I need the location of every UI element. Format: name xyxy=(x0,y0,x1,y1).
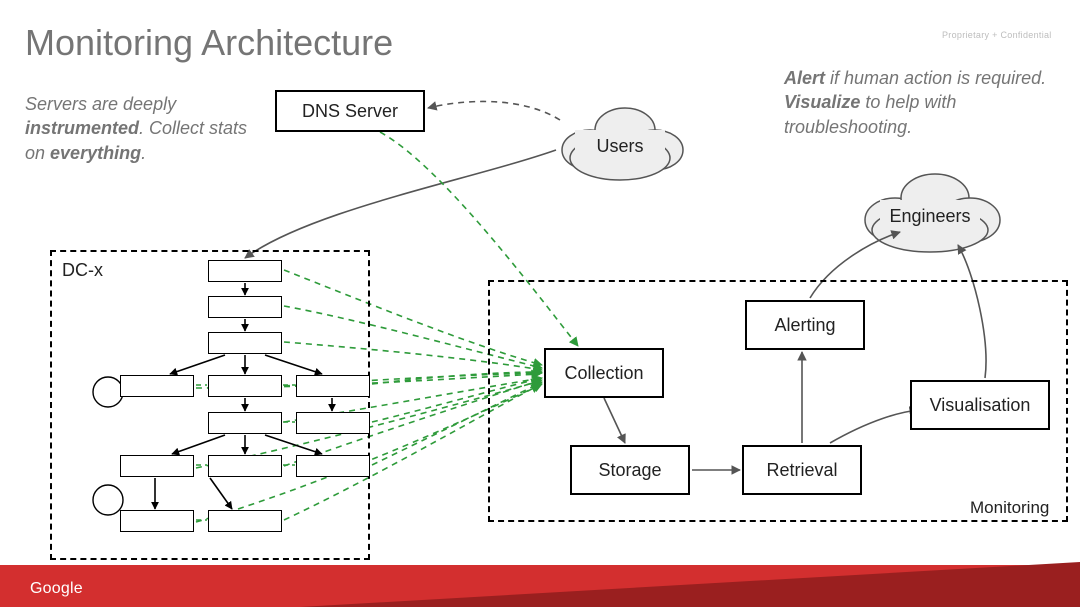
box-dns-server: DNS Server xyxy=(275,90,425,132)
box-alerting: Alerting xyxy=(745,300,865,350)
dc-node xyxy=(120,510,194,532)
dc-node xyxy=(208,296,282,318)
dc-node xyxy=(208,332,282,354)
svg-text:Engineers: Engineers xyxy=(889,206,970,226)
dc-node xyxy=(296,375,370,397)
region-monitoring-label: Monitoring xyxy=(970,498,1049,518)
footer-triangle xyxy=(300,562,1080,607)
dc-node xyxy=(120,375,194,397)
svg-text:Users: Users xyxy=(596,136,643,156)
dc-node xyxy=(296,455,370,477)
dc-node xyxy=(208,455,282,477)
box-retrieval: Retrieval xyxy=(742,445,862,495)
confidential-label: Proprietary + Confidential xyxy=(942,30,1052,40)
box-collection: Collection xyxy=(544,348,664,398)
box-storage: Storage xyxy=(570,445,690,495)
slide-title: Monitoring Architecture xyxy=(25,22,393,64)
dc-node xyxy=(120,455,194,477)
box-visualisation: Visualisation xyxy=(910,380,1050,430)
dc-node xyxy=(208,375,282,397)
cloud-engineers: Engineers xyxy=(865,174,1000,252)
dc-node xyxy=(208,510,282,532)
cloud-users: Users xyxy=(562,108,683,180)
dc-node xyxy=(208,260,282,282)
dc-node xyxy=(296,412,370,434)
region-dcx-label: DC-x xyxy=(62,260,103,281)
annotation-left: Servers are deeply instrumented. Collect… xyxy=(25,92,255,165)
google-logo: Google xyxy=(30,580,83,598)
dc-node xyxy=(208,412,282,434)
annotation-right: Alert if human action is required. Visua… xyxy=(784,66,1049,139)
footer-bar xyxy=(0,565,1080,607)
